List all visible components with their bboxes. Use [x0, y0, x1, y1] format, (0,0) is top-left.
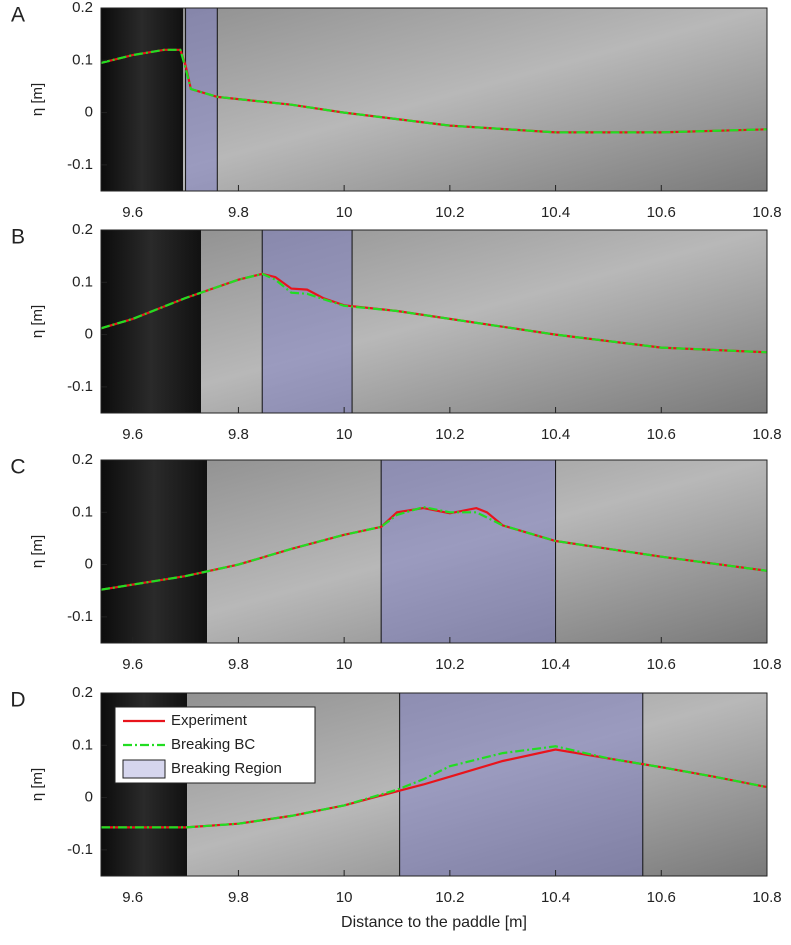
panel-label: A — [11, 4, 25, 27]
photo-background — [101, 460, 767, 643]
x-tick-label: 9.6 — [122, 889, 143, 906]
y-tick-label: 0.1 — [72, 51, 93, 68]
y-axis-label: η [m] — [29, 768, 46, 801]
x-tick-label: 10.6 — [647, 656, 676, 673]
legend-swatch — [122, 759, 166, 779]
x-tick-label: 9.8 — [228, 889, 249, 906]
x-tick-label: 9.6 — [122, 204, 143, 221]
x-tick-label: 9.8 — [228, 426, 249, 443]
series-line — [100, 272, 768, 354]
y-tick-label: 0 — [85, 789, 93, 806]
plot-frame — [100, 692, 768, 877]
plot-frame — [100, 7, 768, 192]
y-axis-label: η [m] — [29, 535, 46, 568]
x-tick-label: 10 — [336, 204, 353, 221]
x-tick-label: 10 — [336, 656, 353, 673]
y-tick-label: 0.2 — [72, 0, 93, 16]
legend-label: Breaking BC — [171, 736, 255, 753]
photo-background — [101, 8, 767, 191]
y-tick-label: 0.2 — [72, 684, 93, 701]
y-tick-label: 0.1 — [72, 503, 93, 520]
plot-frame — [100, 229, 768, 414]
legend-label: Breaking Region — [171, 760, 282, 777]
y-tick-label: 0.1 — [72, 736, 93, 753]
x-tick-label: 10.4 — [541, 204, 570, 221]
y-tick-label: 0 — [85, 556, 93, 573]
legend: Experiment Breaking BC Breaking Region — [114, 706, 316, 784]
y-axis-label: η [m] — [29, 83, 46, 116]
y-tick-label: 0.2 — [72, 451, 93, 468]
x-tick-label: 10.4 — [541, 889, 570, 906]
x-tick-label: 10.6 — [647, 204, 676, 221]
breaking-region — [399, 692, 644, 877]
x-tick-label: 9.8 — [228, 204, 249, 221]
x-tick-label: 10.4 — [541, 426, 570, 443]
breaking-region — [185, 7, 218, 192]
x-tick-label: 10.8 — [752, 656, 781, 673]
x-tick-label: 10.2 — [435, 889, 464, 906]
panel-label: D — [10, 689, 25, 712]
y-tick-label: 0 — [85, 104, 93, 121]
breaking-region — [380, 459, 557, 644]
x-tick-label: 9.8 — [228, 656, 249, 673]
x-tick-label: 10.8 — [752, 204, 781, 221]
x-tick-label: 9.6 — [122, 426, 143, 443]
x-tick-label: 10.6 — [647, 426, 676, 443]
panel-label: B — [11, 226, 25, 249]
series-line — [101, 745, 768, 829]
x-tick-label: 10.2 — [435, 204, 464, 221]
x-axis-label: Distance to the paddle [m] — [341, 914, 527, 931]
photo-background — [101, 230, 767, 413]
x-tick-label: 10.8 — [752, 426, 781, 443]
photo-dark-wall — [101, 460, 207, 643]
x-tick-label: 10 — [336, 889, 353, 906]
x-tick-label: 9.6 — [122, 656, 143, 673]
plot-frame — [100, 459, 768, 644]
y-axis-label: η [m] — [29, 305, 46, 338]
y-tick-label: -0.1 — [67, 608, 93, 625]
breaking-region — [261, 229, 353, 414]
x-tick-label: 10.8 — [752, 889, 781, 906]
x-tick-label: 10.2 — [435, 656, 464, 673]
y-tick-label: -0.1 — [67, 841, 93, 858]
y-tick-label: 0.2 — [72, 221, 93, 238]
x-tick-label: 10 — [336, 426, 353, 443]
x-tick-label: 10.2 — [435, 426, 464, 443]
photo-dark-wall — [101, 8, 183, 191]
y-tick-label: -0.1 — [67, 156, 93, 173]
y-tick-label: 0 — [85, 326, 93, 343]
y-tick-label: -0.1 — [67, 378, 93, 395]
x-tick-label: 10.4 — [541, 656, 570, 673]
panel-label: C — [10, 456, 25, 479]
legend-label: Experiment — [171, 712, 248, 729]
series-line — [100, 48, 768, 134]
x-tick-label: 10.6 — [647, 889, 676, 906]
series-line — [100, 505, 768, 591]
y-tick-label: 0.1 — [72, 273, 93, 290]
photo-dark-wall — [101, 230, 201, 413]
